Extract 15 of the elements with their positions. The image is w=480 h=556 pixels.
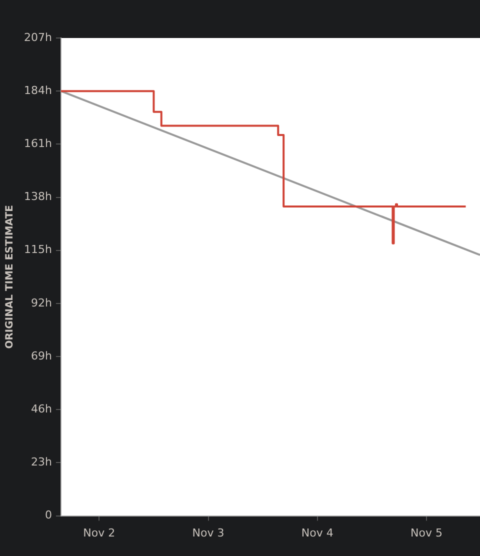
y-tick-label: 92h [31, 296, 52, 310]
y-axis-title: ORIGINAL TIME ESTIMATE [4, 204, 16, 349]
x-tick-label: Nov 4 [301, 526, 334, 540]
y-tick-label: 138h [24, 190, 52, 204]
x-tick-label: Nov 2 [83, 526, 116, 540]
y-tick-label: 46h [31, 402, 52, 416]
x-tick-label: Nov 3 [192, 526, 224, 540]
y-tick-label: 23h [31, 456, 52, 469]
x-tick-label: Nov 5 [410, 526, 442, 540]
y-tick-label: 69h [31, 349, 52, 362]
y-tick-label: 115h [24, 243, 52, 256]
y-tick-label: 184h [24, 84, 52, 97]
y-tick-label: 0 [44, 508, 52, 522]
y-tick-label: 161h [24, 137, 52, 150]
y-tick-label: 207h [24, 30, 52, 44]
